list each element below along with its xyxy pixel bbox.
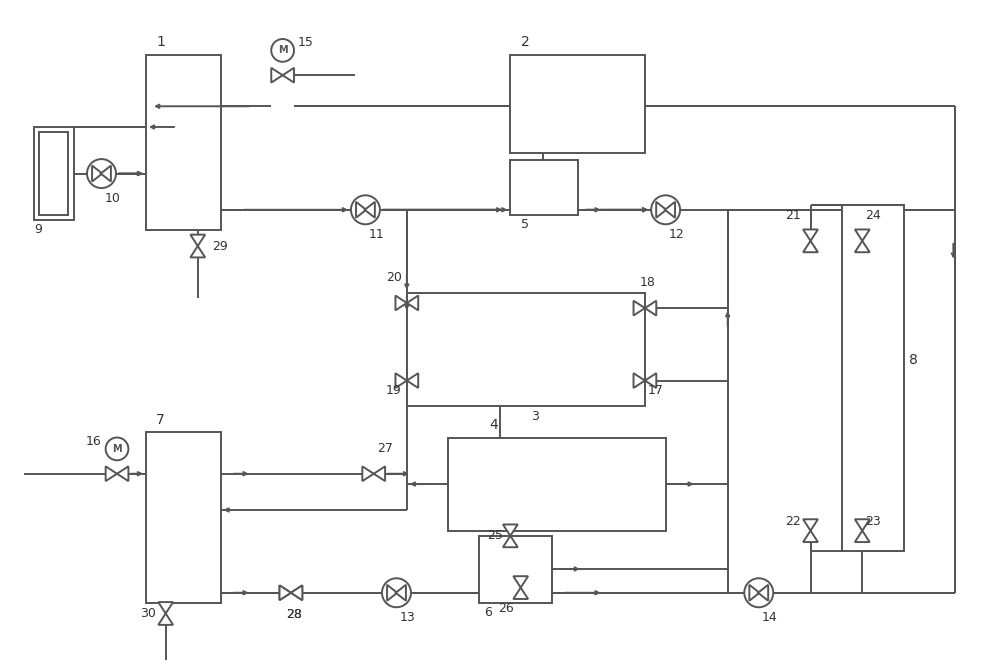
Text: 18: 18 — [640, 277, 656, 289]
Polygon shape — [374, 466, 385, 481]
Text: 13: 13 — [400, 611, 415, 625]
Polygon shape — [280, 585, 291, 600]
Bar — [510, 55, 645, 153]
Circle shape — [651, 195, 680, 224]
Text: 11: 11 — [369, 228, 384, 241]
Polygon shape — [365, 202, 375, 218]
Bar — [510, 160, 578, 215]
Circle shape — [87, 159, 116, 188]
Text: 16: 16 — [86, 435, 102, 448]
Text: 12: 12 — [669, 228, 684, 241]
Polygon shape — [634, 373, 645, 388]
Text: 1: 1 — [156, 35, 165, 49]
Bar — [842, 204, 904, 551]
Polygon shape — [92, 166, 102, 182]
Text: M: M — [278, 45, 287, 55]
Text: 10: 10 — [105, 192, 120, 205]
Text: 25: 25 — [488, 529, 503, 542]
Polygon shape — [855, 229, 870, 241]
Polygon shape — [283, 68, 294, 83]
Polygon shape — [503, 524, 518, 536]
Circle shape — [382, 578, 411, 607]
Polygon shape — [645, 301, 656, 315]
Text: 29: 29 — [212, 240, 228, 253]
Text: 17: 17 — [648, 383, 664, 397]
Text: 2: 2 — [521, 35, 529, 49]
Text: 4: 4 — [490, 418, 498, 432]
Polygon shape — [396, 584, 406, 601]
Polygon shape — [101, 166, 111, 182]
Polygon shape — [665, 202, 675, 218]
Text: 28: 28 — [286, 609, 302, 621]
Bar — [34, 127, 74, 220]
Polygon shape — [855, 241, 870, 253]
Text: 22: 22 — [785, 514, 800, 528]
Polygon shape — [387, 584, 397, 601]
Polygon shape — [395, 373, 407, 388]
Bar — [146, 55, 221, 230]
Text: 3: 3 — [531, 409, 539, 423]
Text: 21: 21 — [785, 209, 800, 222]
Polygon shape — [758, 584, 768, 601]
Polygon shape — [656, 202, 666, 218]
Polygon shape — [855, 519, 870, 530]
Bar — [407, 293, 645, 406]
Text: 5: 5 — [521, 218, 529, 231]
Text: 26: 26 — [498, 602, 514, 615]
Text: 15: 15 — [298, 36, 314, 49]
Polygon shape — [356, 202, 366, 218]
Circle shape — [271, 39, 294, 61]
Polygon shape — [634, 301, 645, 315]
Polygon shape — [803, 530, 818, 542]
Text: 27: 27 — [377, 442, 393, 455]
Polygon shape — [395, 295, 407, 311]
Text: 7: 7 — [156, 413, 165, 427]
Polygon shape — [271, 68, 283, 83]
Bar — [146, 432, 221, 603]
Polygon shape — [106, 466, 117, 481]
Polygon shape — [513, 588, 528, 599]
Polygon shape — [513, 576, 528, 588]
Polygon shape — [803, 241, 818, 253]
Polygon shape — [362, 466, 374, 481]
Polygon shape — [291, 585, 302, 600]
Polygon shape — [280, 585, 291, 600]
Text: 23: 23 — [865, 514, 881, 528]
Circle shape — [106, 438, 128, 460]
Text: 28: 28 — [286, 609, 302, 621]
Bar — [479, 536, 552, 603]
Polygon shape — [117, 466, 128, 481]
Bar — [39, 132, 68, 215]
Text: 6: 6 — [484, 607, 492, 619]
Bar — [448, 438, 666, 530]
Text: 14: 14 — [762, 611, 778, 625]
Text: 8: 8 — [909, 353, 918, 367]
Polygon shape — [407, 295, 418, 311]
Text: 9: 9 — [34, 223, 42, 236]
Polygon shape — [407, 373, 418, 388]
Circle shape — [351, 195, 380, 224]
Polygon shape — [855, 530, 870, 542]
Polygon shape — [503, 536, 518, 547]
Polygon shape — [645, 373, 656, 388]
Polygon shape — [749, 584, 759, 601]
Text: 19: 19 — [386, 383, 402, 397]
Polygon shape — [158, 613, 173, 625]
Text: 30: 30 — [140, 607, 156, 620]
Polygon shape — [158, 602, 173, 613]
Circle shape — [744, 578, 773, 607]
Text: 20: 20 — [386, 271, 402, 285]
Polygon shape — [803, 229, 818, 241]
Text: M: M — [112, 444, 122, 454]
Polygon shape — [291, 585, 302, 600]
Polygon shape — [190, 246, 205, 257]
Polygon shape — [803, 519, 818, 530]
Polygon shape — [190, 234, 205, 246]
Text: 24: 24 — [865, 209, 881, 222]
